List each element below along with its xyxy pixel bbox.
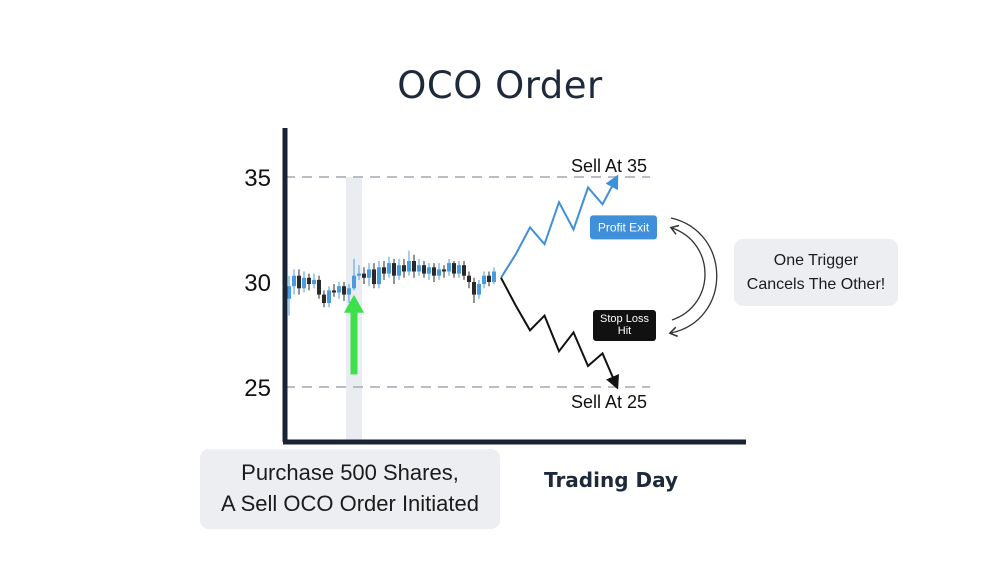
candle-body-3 <box>302 277 306 289</box>
axes-layer <box>282 128 746 445</box>
x-axis-label: Trading Day <box>544 468 679 492</box>
candle-body-21 <box>392 263 396 276</box>
candle-body-8 <box>327 290 331 303</box>
candle-body-31 <box>442 269 446 272</box>
candle-body-28 <box>427 267 431 274</box>
candle-body-36 <box>467 275 471 282</box>
candle-body-12 <box>347 288 351 295</box>
y-tick-label-30: 30 <box>244 270 271 297</box>
candle-body-14 <box>357 273 361 276</box>
profit-path-line <box>500 174 619 279</box>
entry-arrow-head <box>344 294 364 313</box>
stop-loss-chip <box>593 310 656 341</box>
stop-loss-chip-label-1: Stop Loss <box>600 313 649 325</box>
candle-body-7 <box>322 294 326 303</box>
sell-at-25-label: Sell At 25 <box>571 392 647 412</box>
candle-body-4 <box>307 277 311 285</box>
candle-body-2 <box>297 275 301 289</box>
profit-exit-chip <box>590 215 657 240</box>
candle-body-38 <box>477 284 481 295</box>
loss-path-line <box>500 277 619 390</box>
candle-body-34 <box>457 265 461 274</box>
candle-body-10 <box>337 286 341 293</box>
candle-body-40 <box>487 275 491 282</box>
candle-body-29 <box>432 267 436 276</box>
candle-body-24 <box>407 261 411 272</box>
candle-body-19 <box>382 267 386 274</box>
chart-title: OCO Order <box>397 64 603 107</box>
candle-body-18 <box>377 267 381 285</box>
candle-body-9 <box>332 290 336 293</box>
candle-body-17 <box>372 269 376 285</box>
sell-at-35-label: Sell At 35 <box>571 156 647 176</box>
candle-body-6 <box>317 279 321 295</box>
candle-body-32 <box>447 263 451 272</box>
candle-body-5 <box>312 279 316 285</box>
purchase-note-line-2: A Sell OCO Order Initiated <box>221 491 479 516</box>
candle-body-13 <box>352 275 356 289</box>
candle-body-11 <box>342 286 346 295</box>
candle-body-23 <box>402 265 406 272</box>
candle-body-30 <box>437 269 441 276</box>
cancel-note-line-2: Cancels The Other! <box>746 276 886 293</box>
cancel-note-callout: One Trigger Cancels The Other! <box>734 239 898 306</box>
candle-body-20 <box>387 263 391 274</box>
candle-body-15 <box>362 273 366 278</box>
candle-body-26 <box>417 265 421 272</box>
candle-body-33 <box>452 263 456 274</box>
candle-body-1 <box>292 275 296 287</box>
entry-arrow-shaft <box>350 308 358 375</box>
candle-body-35 <box>462 265 466 276</box>
candle-body-37 <box>472 282 476 295</box>
candle-body-22 <box>397 265 401 276</box>
candle-body-41 <box>492 271 496 282</box>
trigger-arrow-inner <box>669 224 706 321</box>
paths-layer <box>500 174 619 390</box>
y-tick-label-35: 35 <box>244 165 271 192</box>
candle-body-16 <box>367 269 371 278</box>
purchase-note-callout: Purchase 500 Shares, A Sell OCO Order In… <box>200 449 500 529</box>
candle-body-0 <box>287 286 291 299</box>
profit-exit-chip-label: Profit Exit <box>598 220 650 234</box>
stop-loss-chip-label-2: Hit <box>618 325 631 337</box>
trigger-arrow-outer <box>668 217 718 338</box>
y-tick-label-25: 25 <box>244 375 271 402</box>
cancel-note-line-1: One Trigger <box>773 252 859 269</box>
candles-layer <box>287 250 496 375</box>
candle-body-25 <box>412 261 416 272</box>
labels-layer: 25 30 35 Sell At 35 Sell At 25 Profit Exit Sto… <box>244 156 718 412</box>
candle-body-39 <box>482 275 486 285</box>
candle-body-27 <box>422 265 426 274</box>
purchase-note-line-1: Purchase 500 Shares, <box>241 460 459 485</box>
